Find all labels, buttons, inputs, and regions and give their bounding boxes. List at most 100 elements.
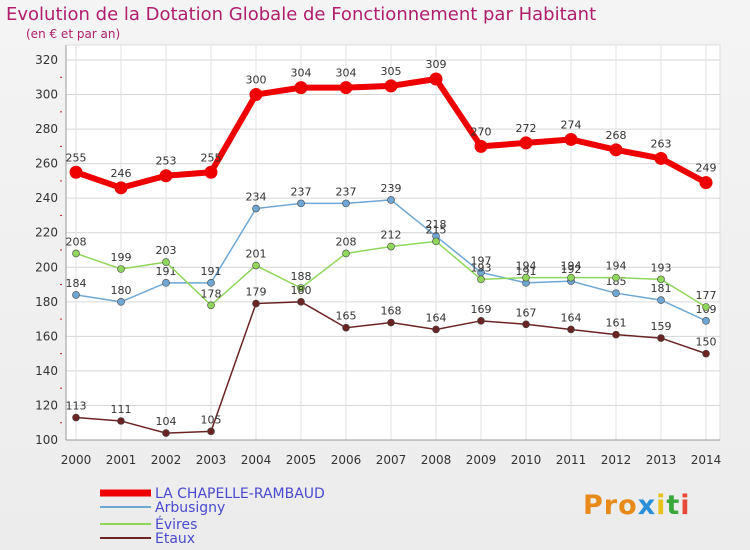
- data-label-etaux: 168: [381, 305, 402, 318]
- data-point-arbusigny: [657, 296, 665, 304]
- x-tick-label: 2007: [376, 453, 407, 467]
- data-point-arbusigny: [612, 289, 620, 297]
- data-label-evires: 201: [246, 248, 267, 261]
- data-label-evires: 215: [426, 223, 447, 236]
- x-tick-label: 2001: [106, 453, 137, 467]
- data-point-etaux: [567, 325, 575, 334]
- data-point-arbusigny: [162, 279, 170, 287]
- data-label-evires: 178: [201, 287, 222, 300]
- data-point-evires: [477, 275, 485, 284]
- data-point-arbusigny: [342, 199, 350, 208]
- y-tick-label: 200: [35, 260, 58, 274]
- x-tick-label: 2008: [421, 453, 452, 467]
- data-point-la-chapelle-rambaud: [249, 88, 263, 102]
- data-label-arbusigny: 192: [561, 263, 582, 276]
- data-point-etaux: [387, 318, 395, 327]
- data-label-evires: 199: [111, 251, 132, 264]
- y-tick-label: 220: [35, 226, 58, 240]
- x-tick-label: 2009: [466, 453, 497, 467]
- data-label-arbusigny: 181: [651, 282, 672, 295]
- data-label-etaux: 180: [291, 284, 312, 297]
- data-label-evires: 203: [156, 244, 177, 257]
- data-label-arbusigny: 237: [336, 185, 357, 198]
- y-tick-label: 140: [35, 364, 58, 378]
- data-point-etaux: [477, 317, 485, 325]
- data-point-etaux: [612, 330, 620, 339]
- y-tick-label: 180: [35, 295, 58, 309]
- data-point-arbusigny: [297, 199, 305, 208]
- data-point-evires: [522, 273, 530, 282]
- data-point-arbusigny: [252, 204, 260, 213]
- chart-subtitle: (en € et par an): [26, 27, 121, 41]
- data-label-la-chapelle-rambaud: 255: [201, 151, 222, 164]
- x-tick-label: 2005: [286, 453, 317, 467]
- data-point-arbusigny: [387, 196, 395, 204]
- data-label-arbusigny: 237: [291, 185, 312, 198]
- data-point-etaux: [657, 334, 665, 342]
- logo-letter: r: [603, 490, 619, 521]
- data-label-la-chapelle-rambaud: 263: [651, 137, 672, 150]
- data-label-la-chapelle-rambaud: 304: [336, 67, 357, 80]
- data-point-evires: [387, 242, 395, 251]
- data-label-evires: 208: [336, 235, 357, 248]
- data-label-la-chapelle-rambaud: 268: [606, 129, 627, 142]
- data-label-arbusigny: 184: [66, 277, 87, 290]
- data-point-evires: [567, 273, 575, 282]
- data-label-arbusigny: 239: [381, 182, 402, 195]
- data-point-evires: [342, 249, 350, 258]
- data-point-etaux: [702, 349, 710, 358]
- data-label-etaux: 169: [471, 303, 492, 316]
- y-tick-label: 320: [35, 53, 58, 67]
- data-label-la-chapelle-rambaud: 274: [561, 118, 582, 131]
- data-point-la-chapelle-rambaud: [429, 72, 443, 86]
- data-label-etaux: 164: [426, 311, 447, 324]
- data-point-la-chapelle-rambaud: [654, 151, 668, 165]
- data-label-etaux: 161: [606, 317, 627, 330]
- proxiti-logo: Proxiti: [583, 490, 691, 521]
- data-point-etaux: [252, 299, 260, 308]
- data-point-la-chapelle-rambaud: [159, 169, 173, 183]
- data-label-etaux: 167: [516, 306, 537, 319]
- data-point-la-chapelle-rambaud: [474, 139, 488, 153]
- data-label-etaux: 165: [336, 310, 357, 323]
- x-tick-label: 2002: [151, 453, 182, 467]
- data-label-etaux: 113: [66, 400, 87, 413]
- data-point-etaux: [522, 320, 530, 329]
- data-label-la-chapelle-rambaud: 246: [111, 167, 132, 180]
- plot-area: [65, 44, 721, 441]
- data-label-etaux: 105: [201, 413, 222, 426]
- data-point-evires: [432, 237, 440, 246]
- data-label-la-chapelle-rambaud: 309: [426, 58, 447, 71]
- data-label-arbusigny: 191: [156, 265, 177, 278]
- data-point-evires: [72, 249, 80, 258]
- data-point-arbusigny: [702, 317, 710, 325]
- data-point-etaux: [297, 298, 305, 306]
- data-point-evires: [702, 303, 710, 311]
- y-tick-label: 120: [35, 398, 58, 412]
- data-point-la-chapelle-rambaud: [339, 81, 353, 95]
- data-point-evires: [162, 258, 170, 266]
- data-label-evires: 208: [66, 235, 87, 248]
- data-point-evires: [297, 284, 305, 292]
- data-label-evires: 188: [291, 270, 312, 283]
- data-label-evires: 177: [696, 289, 717, 302]
- data-label-evires: 194: [561, 260, 582, 273]
- chart-title: Evolution de la Dotation Globale de Fonc…: [6, 4, 597, 25]
- data-label-arbusigny: 191: [516, 265, 537, 278]
- x-tick-label: 2010: [511, 453, 542, 467]
- data-point-etaux: [72, 413, 80, 422]
- y-tick-label: 240: [35, 191, 58, 205]
- data-label-evires: 194: [606, 260, 627, 273]
- data-point-etaux: [162, 429, 170, 437]
- x-tick-label: 2006: [331, 453, 362, 467]
- data-label-la-chapelle-rambaud: 272: [516, 122, 537, 135]
- data-label-evires: 212: [381, 229, 402, 242]
- data-point-la-chapelle-rambaud: [294, 81, 308, 95]
- data-point-la-chapelle-rambaud: [114, 181, 128, 195]
- data-point-evires: [252, 261, 260, 270]
- data-label-etaux: 111: [111, 403, 132, 416]
- legend-label-evires: Évires: [155, 516, 197, 533]
- data-label-arbusigny: 191: [201, 265, 222, 278]
- data-label-evires: 193: [651, 261, 672, 274]
